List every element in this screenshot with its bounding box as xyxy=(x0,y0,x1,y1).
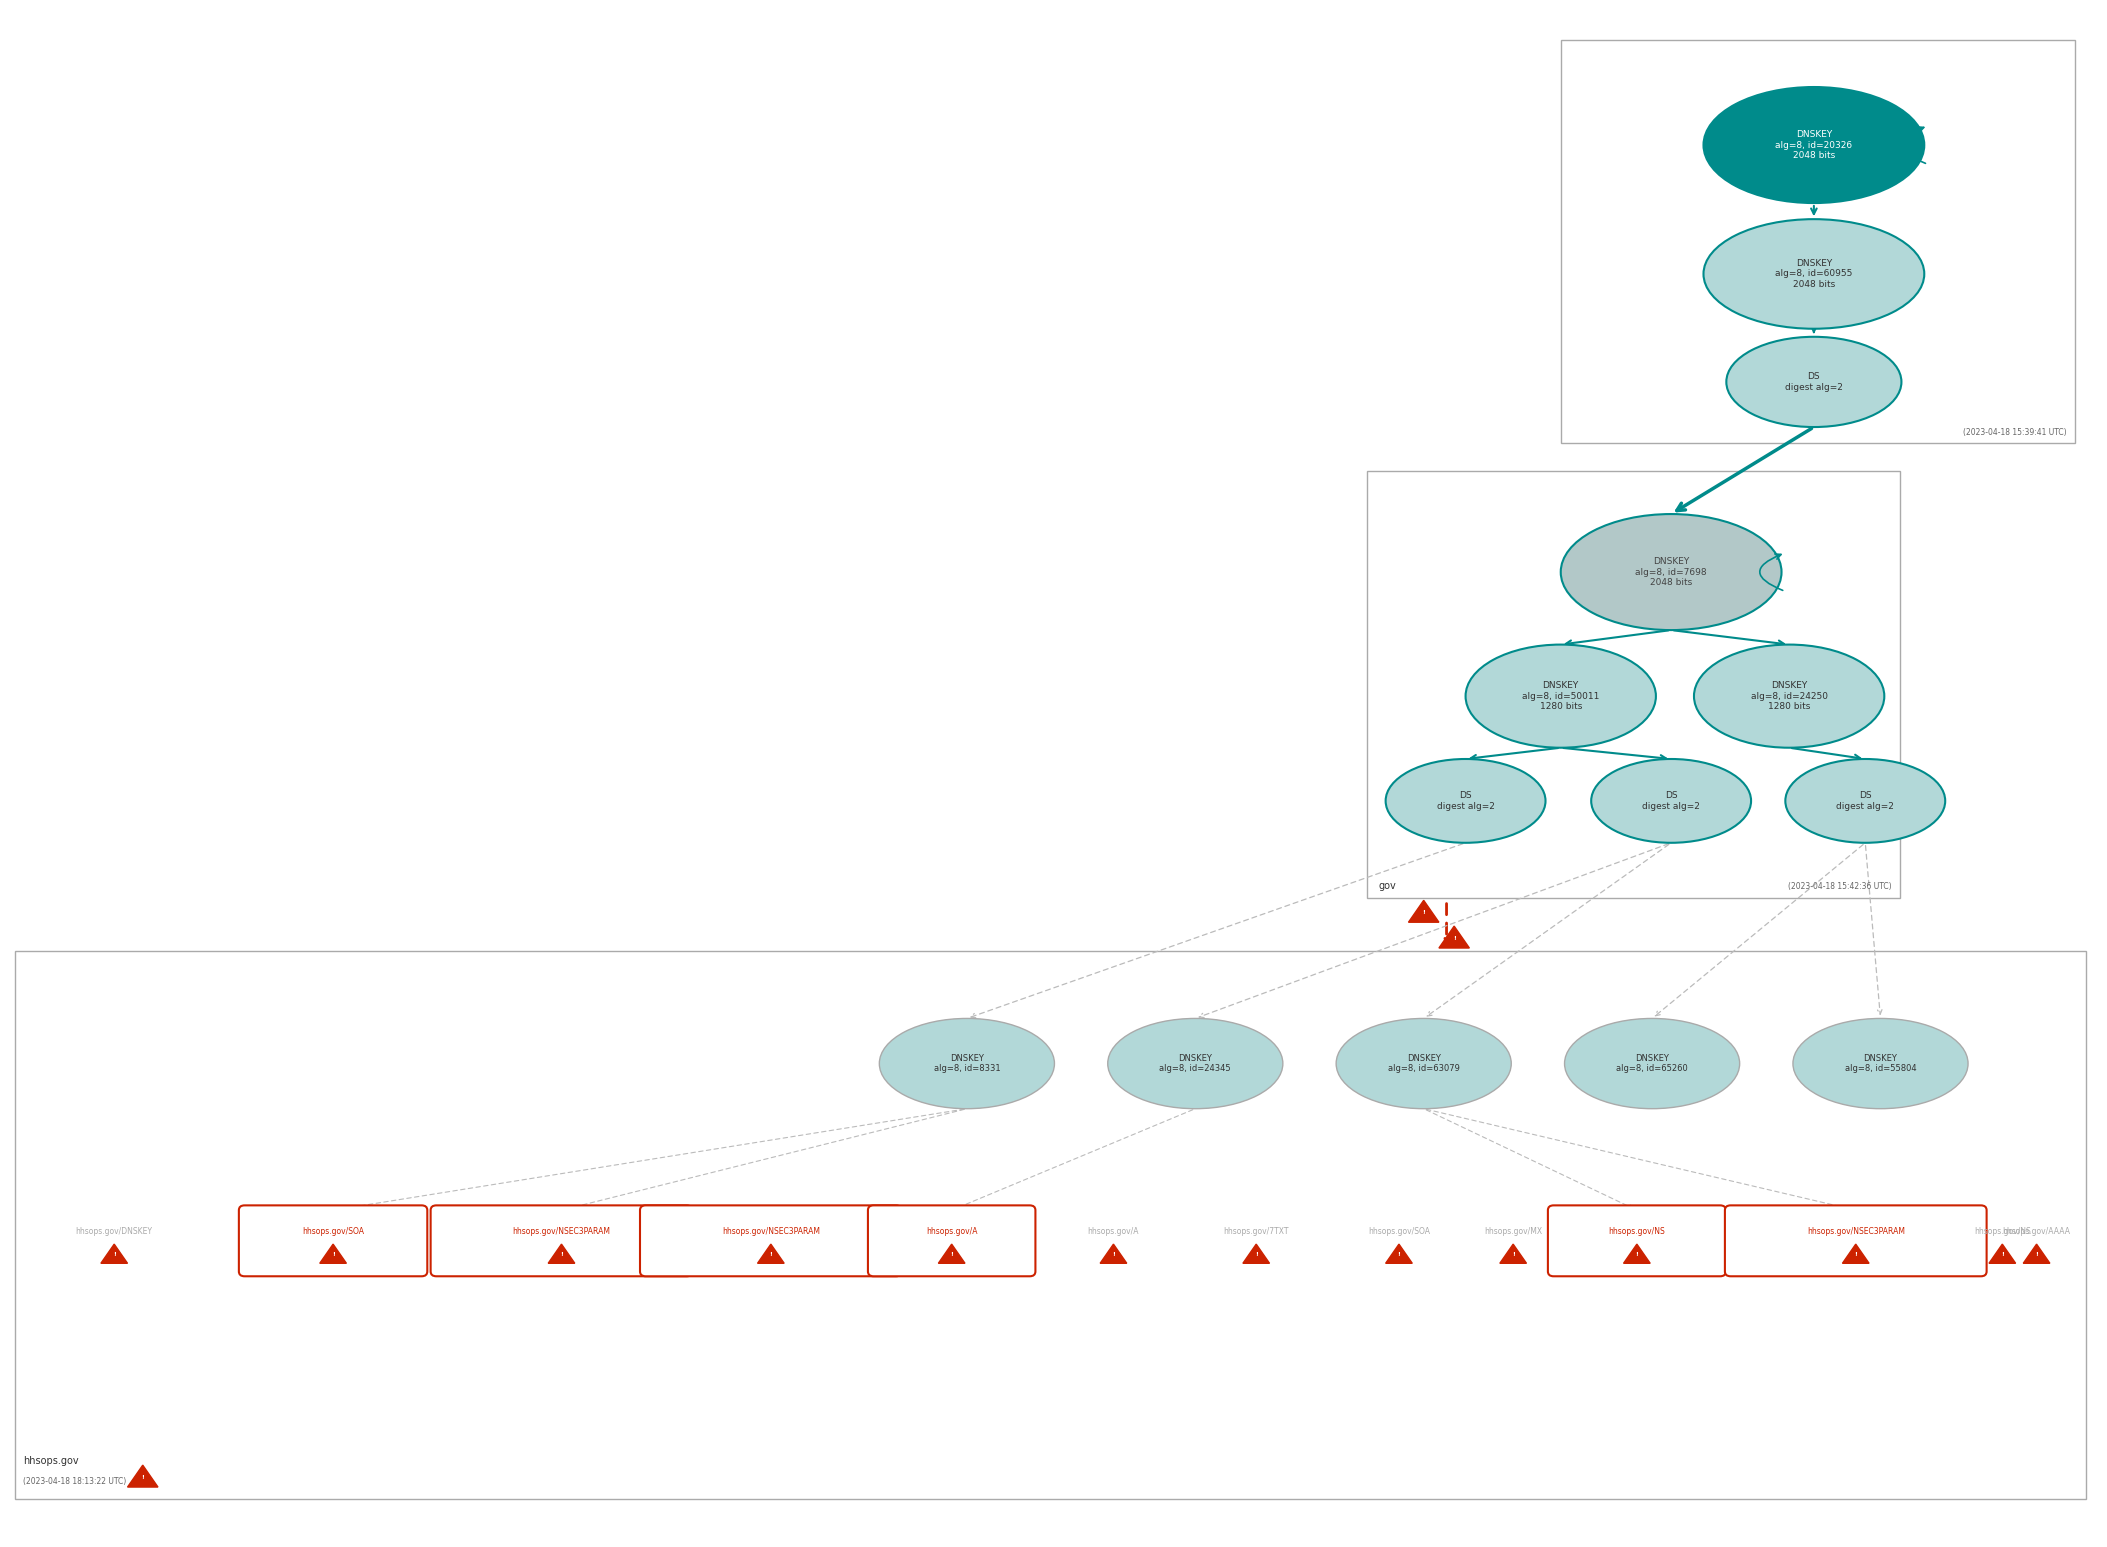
Ellipse shape xyxy=(1336,1018,1511,1109)
Text: DNSKEY
alg=8, id=60955
2048 bits: DNSKEY alg=8, id=60955 2048 bits xyxy=(1776,258,1852,289)
Polygon shape xyxy=(759,1244,784,1264)
Text: hhsops.gov/A: hhsops.gov/A xyxy=(1087,1227,1140,1236)
Text: (2023-04-18 15:39:41 UTC): (2023-04-18 15:39:41 UTC) xyxy=(1964,427,2067,436)
Text: hhsops.gov/DNSKEY: hhsops.gov/DNSKEY xyxy=(76,1227,152,1236)
Text: !: ! xyxy=(950,1253,952,1258)
Ellipse shape xyxy=(1561,514,1783,630)
Polygon shape xyxy=(101,1244,129,1264)
Text: !: ! xyxy=(560,1253,563,1258)
Text: hhsops.gov/7TXT: hhsops.gov/7TXT xyxy=(1224,1227,1289,1236)
Bar xyxy=(15,951,2086,1499)
Polygon shape xyxy=(938,1244,965,1264)
FancyBboxPatch shape xyxy=(430,1205,693,1276)
Text: !: ! xyxy=(1452,936,1456,941)
Polygon shape xyxy=(548,1244,575,1264)
Text: (2023-04-18 18:13:22 UTC): (2023-04-18 18:13:22 UTC) xyxy=(23,1477,126,1485)
Text: DS
digest alg=2: DS digest alg=2 xyxy=(1837,791,1894,811)
FancyBboxPatch shape xyxy=(868,1205,1035,1276)
FancyBboxPatch shape xyxy=(641,1205,902,1276)
Text: DNSKEY
alg=8, id=50011
1280 bits: DNSKEY alg=8, id=50011 1280 bits xyxy=(1521,681,1599,712)
Text: !: ! xyxy=(114,1253,116,1258)
FancyBboxPatch shape xyxy=(1549,1205,1726,1276)
Text: DNSKEY
alg=8, id=20326
2048 bits: DNSKEY alg=8, id=20326 2048 bits xyxy=(1776,130,1852,159)
Text: DNSKEY
alg=8, id=8331: DNSKEY alg=8, id=8331 xyxy=(933,1054,1001,1074)
Polygon shape xyxy=(1500,1244,1525,1264)
Text: DNSKEY
alg=8, id=55804: DNSKEY alg=8, id=55804 xyxy=(1846,1054,1915,1074)
Text: hhsops.gov/NSEC3PARAM: hhsops.gov/NSEC3PARAM xyxy=(723,1227,820,1236)
Ellipse shape xyxy=(879,1018,1054,1109)
Text: !: ! xyxy=(1256,1253,1258,1258)
Polygon shape xyxy=(1100,1244,1127,1264)
Ellipse shape xyxy=(1566,1018,1740,1109)
Polygon shape xyxy=(2023,1244,2050,1264)
Text: gov: gov xyxy=(1378,882,1395,891)
Text: DS
digest alg=2: DS digest alg=2 xyxy=(1437,791,1494,811)
Polygon shape xyxy=(1624,1244,1650,1264)
Polygon shape xyxy=(1407,900,1439,922)
Ellipse shape xyxy=(1591,760,1751,843)
Ellipse shape xyxy=(1386,760,1547,843)
Text: hhsops.gov: hhsops.gov xyxy=(23,1456,78,1467)
Ellipse shape xyxy=(1108,1018,1283,1109)
Text: DS
digest alg=2: DS digest alg=2 xyxy=(1641,791,1700,811)
Text: !: ! xyxy=(1112,1253,1115,1258)
Text: hhsops.gov/NSEC3PARAM: hhsops.gov/NSEC3PARAM xyxy=(1808,1227,1905,1236)
Ellipse shape xyxy=(1726,337,1901,427)
Ellipse shape xyxy=(1702,220,1924,328)
Text: hhsops.gov/MX: hhsops.gov/MX xyxy=(1483,1227,1542,1236)
Text: !: ! xyxy=(2035,1253,2037,1258)
Text: !: ! xyxy=(1422,910,1424,916)
Text: DNSKEY
alg=8, id=63079: DNSKEY alg=8, id=63079 xyxy=(1389,1054,1460,1074)
Bar xyxy=(1561,40,2075,442)
FancyBboxPatch shape xyxy=(1726,1205,1987,1276)
Text: !: ! xyxy=(1511,1253,1515,1258)
Text: !: ! xyxy=(331,1253,335,1258)
Text: hhsops.gov/AAAA: hhsops.gov/AAAA xyxy=(2002,1227,2071,1236)
Text: !: ! xyxy=(2002,1253,2004,1258)
Text: DNSKEY
alg=8, id=24250
1280 bits: DNSKEY alg=8, id=24250 1280 bits xyxy=(1751,681,1827,712)
Text: DS
digest alg=2: DS digest alg=2 xyxy=(1785,373,1844,391)
Ellipse shape xyxy=(1785,760,1945,843)
Polygon shape xyxy=(1439,927,1469,948)
Polygon shape xyxy=(1386,1244,1412,1264)
Text: !: ! xyxy=(1854,1253,1856,1258)
Polygon shape xyxy=(129,1465,158,1487)
Text: !: ! xyxy=(1635,1253,1639,1258)
Ellipse shape xyxy=(1694,645,1884,747)
Text: hhsops.gov/A: hhsops.gov/A xyxy=(925,1227,978,1236)
Polygon shape xyxy=(320,1244,346,1264)
Text: hhsops.gov/NSEC3PARAM: hhsops.gov/NSEC3PARAM xyxy=(512,1227,611,1236)
Text: DNSKEY
alg=8, id=24345: DNSKEY alg=8, id=24345 xyxy=(1159,1054,1230,1074)
Text: hhsops.gov/NS: hhsops.gov/NS xyxy=(1974,1227,2031,1236)
FancyBboxPatch shape xyxy=(238,1205,428,1276)
Text: hhsops.gov/SOA: hhsops.gov/SOA xyxy=(301,1227,365,1236)
Ellipse shape xyxy=(1702,87,1924,203)
Text: !: ! xyxy=(769,1253,773,1258)
Polygon shape xyxy=(1842,1244,1869,1264)
Ellipse shape xyxy=(1466,645,1656,747)
Bar xyxy=(1367,470,1901,897)
Text: (2023-04-18 15:42:36 UTC): (2023-04-18 15:42:36 UTC) xyxy=(1789,882,1892,891)
Text: !: ! xyxy=(1397,1253,1401,1258)
Text: !: ! xyxy=(141,1474,143,1480)
Polygon shape xyxy=(1243,1244,1271,1264)
Text: hhsops.gov/SOA: hhsops.gov/SOA xyxy=(1367,1227,1431,1236)
Text: hhsops.gov/NS: hhsops.gov/NS xyxy=(1608,1227,1665,1236)
Text: DNSKEY
alg=8, id=7698
2048 bits: DNSKEY alg=8, id=7698 2048 bits xyxy=(1635,557,1707,586)
Ellipse shape xyxy=(1793,1018,1968,1109)
Text: DNSKEY
alg=8, id=65260: DNSKEY alg=8, id=65260 xyxy=(1616,1054,1688,1074)
Polygon shape xyxy=(1989,1244,2016,1264)
